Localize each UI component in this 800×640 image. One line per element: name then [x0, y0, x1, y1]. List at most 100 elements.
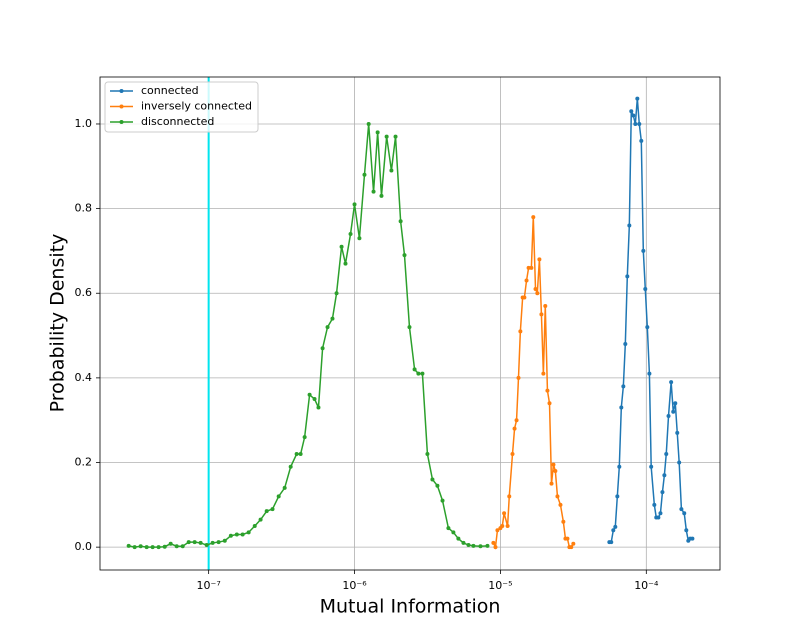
point — [393, 134, 398, 139]
point — [684, 528, 689, 533]
point — [613, 524, 618, 529]
point — [639, 138, 644, 143]
point — [609, 540, 614, 545]
point — [210, 540, 215, 545]
point — [132, 545, 137, 550]
point — [466, 543, 471, 548]
legend-marker — [119, 104, 124, 109]
point — [216, 540, 221, 545]
point — [330, 316, 335, 321]
point — [186, 540, 191, 545]
point — [307, 392, 312, 397]
point — [478, 544, 483, 549]
point — [384, 134, 389, 139]
point — [412, 367, 417, 372]
y-axis-label: Probability Density — [47, 234, 69, 413]
point — [294, 452, 299, 457]
axes-frame — [99, 76, 721, 571]
point — [617, 464, 622, 469]
point — [539, 312, 544, 317]
point — [435, 483, 440, 488]
point — [682, 511, 687, 516]
point — [252, 523, 257, 528]
point — [533, 287, 538, 292]
point — [168, 541, 173, 546]
point — [264, 509, 269, 514]
point — [619, 405, 624, 410]
point — [375, 130, 380, 135]
y-tick-label: 0.0 — [75, 540, 93, 553]
point — [348, 231, 353, 236]
point — [456, 536, 461, 541]
point — [228, 533, 233, 538]
point — [500, 523, 505, 528]
point — [343, 261, 348, 266]
point — [507, 494, 512, 499]
point — [234, 532, 239, 537]
point — [569, 545, 574, 550]
point — [298, 452, 303, 457]
point — [398, 219, 403, 224]
point — [625, 274, 630, 279]
point — [660, 490, 665, 495]
x-tick-label: 10⁻⁵ — [488, 579, 512, 592]
grid — [100, 77, 720, 570]
point — [671, 409, 676, 414]
point — [416, 371, 421, 376]
legend-box — [104, 81, 259, 133]
point — [558, 502, 563, 507]
point — [325, 325, 330, 330]
point — [666, 413, 671, 418]
legend-label: connected — [141, 84, 199, 97]
point — [366, 121, 371, 126]
point — [402, 253, 407, 258]
point — [491, 540, 496, 545]
point — [551, 462, 556, 467]
x-tick-label: 10⁻⁶ — [342, 579, 367, 592]
point — [288, 464, 293, 469]
point — [522, 295, 527, 300]
point — [502, 511, 507, 516]
point — [126, 543, 131, 548]
point — [407, 325, 412, 330]
point — [362, 172, 367, 177]
point — [334, 291, 339, 296]
point — [631, 113, 636, 118]
point — [339, 244, 344, 249]
point — [192, 540, 197, 545]
point — [690, 536, 695, 541]
point — [675, 430, 680, 435]
point — [677, 460, 682, 465]
point — [652, 502, 657, 507]
point — [549, 481, 554, 486]
point — [352, 202, 357, 207]
point — [180, 544, 185, 549]
point — [541, 371, 546, 376]
point — [649, 464, 654, 469]
x-tick-label: 10⁻⁴ — [634, 579, 659, 592]
y-tick-label: 0.8 — [75, 202, 93, 215]
point — [282, 485, 287, 490]
point — [270, 507, 275, 512]
point — [144, 545, 149, 550]
point — [553, 468, 558, 473]
point — [627, 223, 632, 228]
point — [440, 498, 445, 503]
x-axis-label: Mutual Information — [320, 596, 501, 618]
point — [258, 517, 263, 522]
point — [531, 215, 536, 220]
point — [174, 544, 179, 549]
point — [150, 545, 155, 550]
point — [430, 477, 435, 482]
point — [138, 544, 143, 549]
point — [389, 168, 394, 173]
point — [537, 257, 542, 262]
point — [485, 543, 490, 548]
point — [669, 380, 674, 385]
point — [623, 342, 628, 347]
point — [547, 401, 552, 406]
point — [555, 494, 560, 499]
point — [516, 375, 521, 380]
point — [656, 515, 661, 520]
